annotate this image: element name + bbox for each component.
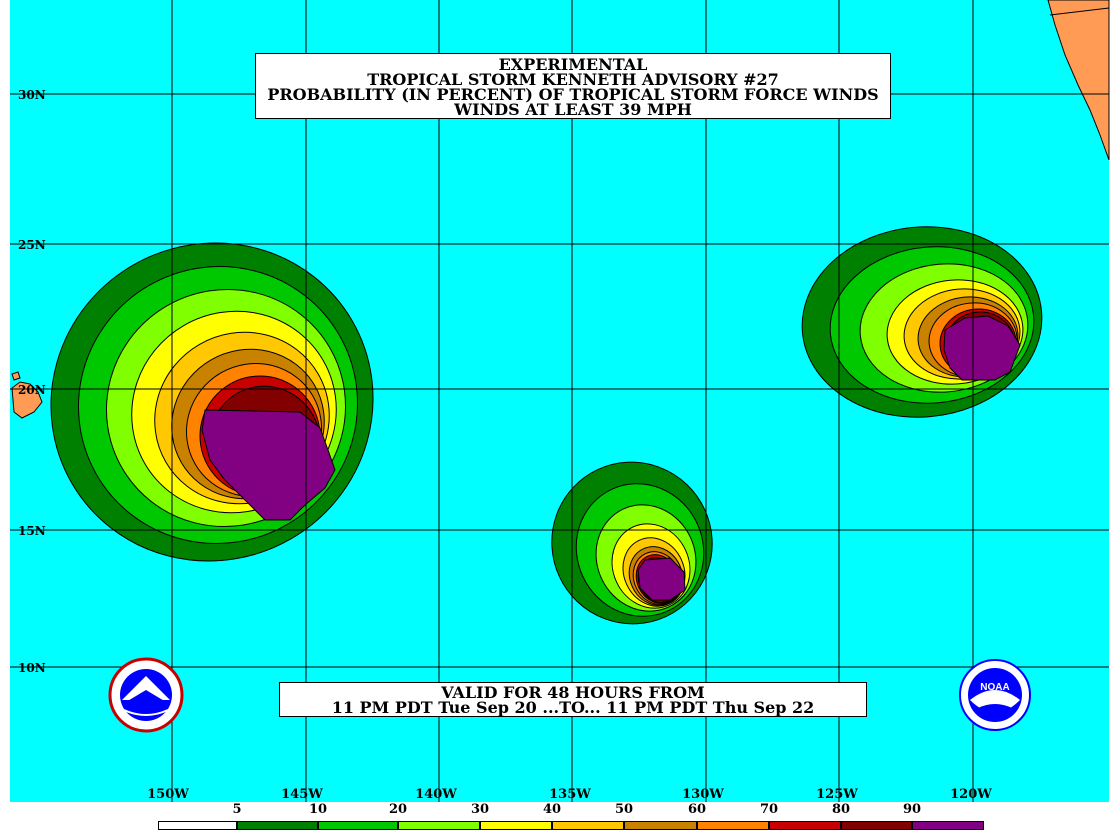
legend-threshold-label: 70: [759, 802, 779, 817]
lat-label-10n: 10N: [18, 661, 46, 675]
legend-threshold-label: 80: [831, 802, 851, 817]
storm-west: [50, 242, 374, 562]
legend-threshold-label: 60: [687, 802, 707, 817]
storm-east: [801, 226, 1043, 418]
legend-background: [0, 802, 1119, 839]
legend-swatch: [769, 821, 841, 830]
lon-label-120w: 120W: [950, 787, 992, 802]
title-line-2: TROPICAL STORM KENNETH ADVISORY #27: [367, 70, 779, 89]
legend-threshold-label: 40: [542, 802, 562, 817]
lon-label-125w: 125W: [816, 787, 858, 802]
lat-label-20n: 20N: [18, 383, 46, 397]
lon-label-135w: 135W: [549, 787, 591, 802]
land-mexico-coast: [1049, 7, 1110, 16]
legend-threshold-label: 30: [470, 802, 490, 817]
title-line-4: WINDS AT LEAST 39 MPH: [454, 100, 692, 119]
noaa-logo: NOAA: [959, 659, 1031, 731]
land-hawaii: [11, 381, 43, 419]
lon-label-140w: 140W: [415, 787, 457, 802]
land-mexico: [1047, 0, 1110, 161]
legend-threshold-label: 10: [308, 802, 328, 817]
title-box: EXPERIMENTAL TROPICAL STORM KENNETH ADVI…: [255, 53, 891, 119]
lat-label-25n: 25N: [18, 238, 46, 252]
title-line-1: EXPERIMENTAL: [498, 55, 648, 74]
legend-swatch: [480, 821, 552, 830]
valid-line-2: 11 PM PDT Tue Sep 20 ...TO... 11 PM PDT …: [331, 698, 815, 717]
lon-label-150w: 150W: [147, 787, 189, 802]
valid-line-1: VALID FOR 48 HOURS FROM: [441, 683, 705, 702]
legend-swatch: [624, 821, 697, 830]
legend-swatch: [841, 821, 912, 830]
storm-center: [551, 461, 713, 625]
legend-threshold-label: 90: [902, 802, 922, 817]
lat-label-15n: 15N: [18, 524, 46, 538]
legend-swatch: [158, 821, 237, 830]
legend-threshold-label: 50: [614, 802, 634, 817]
land-maui: [11, 371, 21, 381]
legend-swatch: [552, 821, 624, 830]
lon-label-130w: 130W: [682, 787, 724, 802]
legend-swatch: [398, 821, 480, 830]
noaa-logo-text: NOAA: [980, 682, 1009, 693]
legend-threshold-label: 5: [232, 802, 242, 817]
valid-time-box: VALID FOR 48 HOURS FROM 11 PM PDT Tue Se…: [279, 682, 867, 717]
lat-label-30n: 30N: [18, 88, 46, 102]
legend-swatch: [912, 821, 984, 830]
title-line-3: PROBABILITY (IN PERCENT) OF TROPICAL STO…: [267, 85, 879, 104]
nws-logo: [108, 657, 184, 733]
legend-swatch: [697, 821, 769, 830]
legend-threshold-label: 20: [388, 802, 408, 817]
lon-label-145w: 145W: [281, 787, 323, 802]
legend-swatch: [237, 821, 318, 830]
legend-swatch: [318, 821, 398, 830]
